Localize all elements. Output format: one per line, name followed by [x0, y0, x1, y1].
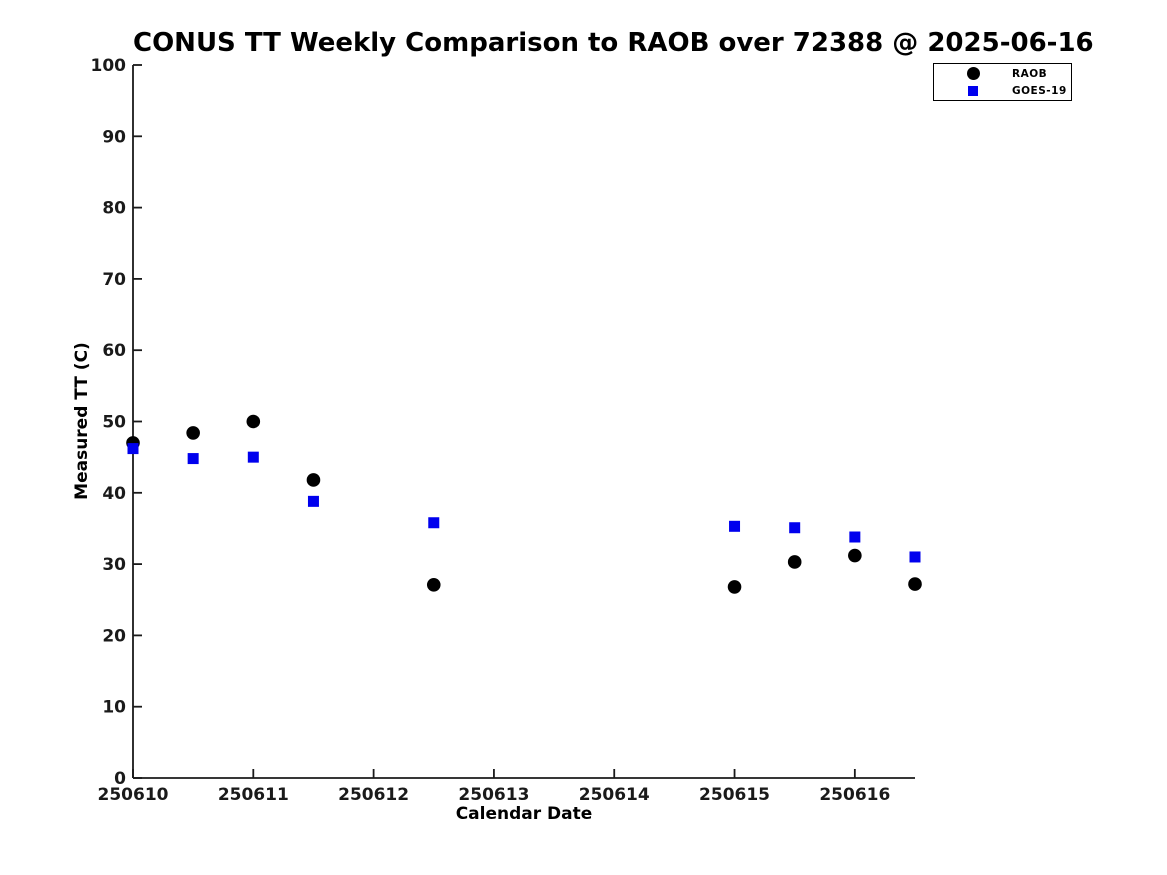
- legend-label-goes19: GOES-19: [1012, 84, 1067, 97]
- svg-text:250614: 250614: [579, 785, 650, 805]
- legend-box: RAOB GOES-19: [933, 63, 1072, 101]
- x-axis-label: Calendar Date: [455, 804, 593, 824]
- svg-text:20: 20: [102, 626, 126, 646]
- goes19-square-icon: [968, 85, 978, 96]
- svg-text:100: 100: [91, 56, 127, 76]
- svg-text:70: 70: [102, 270, 126, 290]
- svg-text:250612: 250612: [338, 785, 409, 805]
- svg-text:30: 30: [102, 555, 126, 575]
- svg-text:80: 80: [102, 199, 126, 219]
- legend-entry-goes19: GOES-19: [934, 83, 1071, 99]
- svg-text:0: 0: [114, 769, 126, 789]
- svg-text:250613: 250613: [458, 785, 529, 805]
- raob-circle-icon: [966, 67, 980, 80]
- y-axis-label: Measured TT (C): [72, 342, 92, 500]
- svg-text:250611: 250611: [218, 785, 289, 805]
- legend-entry-raob: RAOB: [934, 66, 1071, 82]
- svg-text:250616: 250616: [819, 785, 890, 805]
- svg-text:10: 10: [102, 698, 126, 718]
- legend-label-raob: RAOB: [1012, 67, 1048, 80]
- svg-text:90: 90: [102, 127, 126, 147]
- svg-text:40: 40: [102, 484, 126, 504]
- svg-text:50: 50: [102, 413, 126, 433]
- svg-text:60: 60: [102, 341, 126, 361]
- svg-text:250610: 250610: [98, 785, 169, 805]
- svg-text:250615: 250615: [699, 785, 770, 805]
